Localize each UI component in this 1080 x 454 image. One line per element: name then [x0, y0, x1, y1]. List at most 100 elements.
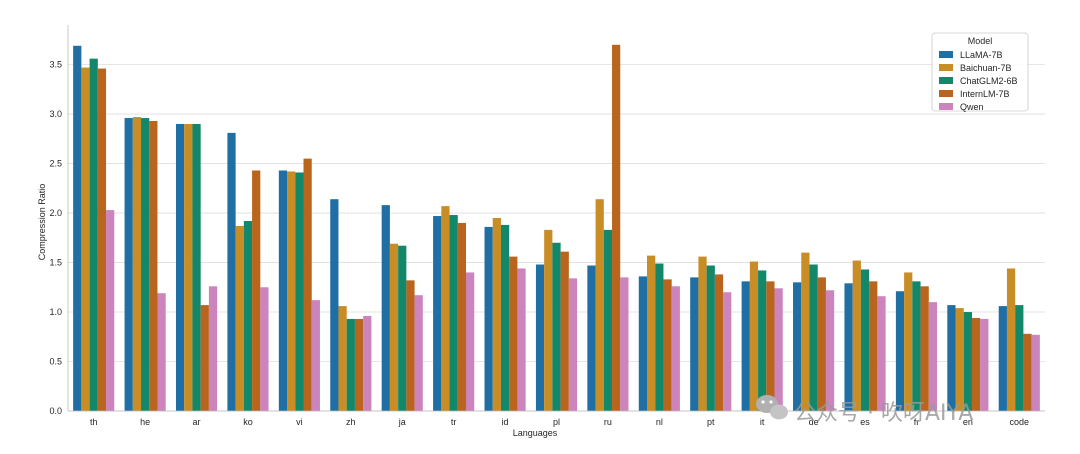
bar-nl-baichuan-7b: [647, 255, 656, 411]
bar-fr-qwen: [928, 302, 938, 411]
bar-nl-internlm-7b: [663, 279, 672, 411]
bar-nl-chatglm2-6b: [655, 263, 664, 411]
x-tick-label: it: [760, 417, 765, 427]
bar-th-qwen: [106, 210, 115, 411]
bar-id-internlm-7b: [509, 256, 518, 411]
bar-de-internlm-7b: [817, 277, 826, 411]
bar-en-chatglm2-6b: [963, 312, 972, 411]
x-axis-label: Languages: [513, 428, 558, 438]
bar-tr-baichuan-7b: [441, 206, 450, 411]
bar-he-internlm-7b: [149, 121, 158, 411]
bar-he-qwen: [157, 293, 166, 411]
bar-pt-qwen: [723, 292, 732, 411]
bar-tr-qwen: [465, 272, 475, 411]
bar-tr-llama-7b: [433, 216, 442, 411]
bar-vi-internlm-7b: [303, 158, 312, 411]
legend-frame: [931, 32, 1029, 112]
bar-ar-chatglm2-6b: [192, 123, 201, 411]
bar-pt-baichuan-7b: [698, 256, 707, 411]
bar-de-llama-7b: [793, 282, 802, 411]
bar-th-llama-7b: [73, 45, 82, 412]
x-tick-label: pl: [553, 417, 560, 427]
bar-nl-llama-7b: [638, 276, 648, 411]
bar-zh-internlm-7b: [354, 318, 364, 411]
x-tick-label: id: [502, 417, 509, 427]
bar-code-qwen: [1031, 334, 1040, 411]
bar-zh-qwen: [363, 315, 372, 411]
bar-pt-chatglm2-6b: [706, 265, 715, 411]
bar-th-internlm-7b: [97, 68, 107, 412]
bar-he-llama-7b: [124, 118, 133, 412]
legend-entry: Qwen: [960, 102, 984, 112]
bar-ru-qwen: [620, 277, 629, 411]
bar-ar-qwen: [208, 286, 218, 411]
bar-pl-internlm-7b: [560, 251, 569, 411]
bars: [73, 44, 1040, 412]
legend-title: Model: [968, 36, 993, 46]
x-tick-label: fr: [914, 417, 920, 427]
bar-pl-qwen: [568, 278, 578, 411]
y-tick-label: 0.5: [49, 357, 62, 367]
watermark-text: 公众号 · 吹呀AIYA: [794, 401, 973, 426]
bar-vi-baichuan-7b: [287, 171, 296, 411]
bar-en-qwen: [980, 318, 989, 411]
bar-tr-chatglm2-6b: [449, 215, 458, 411]
bar-es-qwen: [877, 296, 886, 411]
bar-it-qwen: [774, 288, 783, 411]
bar-it-baichuan-7b: [749, 261, 759, 411]
bar-de-chatglm2-6b: [809, 264, 818, 411]
y-axis-label: Compression Ratio: [37, 184, 47, 261]
legend-entry: Baichuan-7B: [960, 63, 1012, 73]
bar-ru-internlm-7b: [612, 44, 621, 412]
bar-ar-baichuan-7b: [184, 123, 193, 411]
bar-tr-internlm-7b: [457, 222, 466, 411]
bar-fr-internlm-7b: [920, 286, 929, 411]
bar-id-baichuan-7b: [492, 218, 501, 411]
y-tick-label: 3.5: [49, 60, 62, 70]
x-tick-label: ar: [193, 417, 201, 427]
x-tick-label: th: [90, 417, 98, 427]
bar-ar-internlm-7b: [200, 305, 209, 411]
bar-he-baichuan-7b: [132, 117, 142, 412]
x-tick-label: he: [140, 417, 150, 427]
x-tick-label: ru: [604, 417, 612, 427]
x-tick-label: de: [809, 417, 819, 427]
bar-vi-qwen: [311, 300, 320, 411]
bar-de-baichuan-7b: [801, 252, 810, 411]
bar-nl-qwen: [671, 286, 680, 411]
bar-es-llama-7b: [844, 283, 853, 411]
bar-ko-baichuan-7b: [235, 225, 244, 411]
bar-en-llama-7b: [947, 305, 956, 411]
legend: Model LLaMA-7B Baichuan-7B ChatGLM2-6B Inte…: [931, 32, 1029, 112]
bar-pl-baichuan-7b: [544, 229, 553, 411]
legend-entry: LLaMA-7B: [960, 50, 1003, 60]
bar-he-chatglm2-6b: [141, 118, 150, 412]
bar-zh-llama-7b: [330, 199, 339, 411]
bar-fr-llama-7b: [895, 291, 905, 411]
bar-ru-baichuan-7b: [595, 199, 604, 411]
bar-ko-chatglm2-6b: [243, 220, 253, 411]
bar-it-llama-7b: [741, 281, 750, 411]
bar-code-internlm-7b: [1023, 333, 1032, 411]
bar-pl-llama-7b: [535, 264, 545, 411]
x-tick-label: en: [963, 417, 973, 427]
legend-swatch: [939, 90, 953, 97]
bar-pt-llama-7b: [690, 277, 699, 411]
bar-de-qwen: [825, 290, 835, 411]
bar-code-chatglm2-6b: [1015, 305, 1024, 411]
legend-items: LLaMA-7B Baichuan-7B ChatGLM2-6B InternLM-7…: [939, 50, 1018, 112]
x-tick-label: zh: [346, 417, 356, 427]
bar-it-internlm-7b: [766, 281, 775, 411]
bar-es-baichuan-7b: [852, 260, 861, 411]
legend-swatch: [939, 103, 953, 110]
bar-ja-llama-7b: [381, 205, 390, 411]
x-tick-label: tr: [451, 417, 457, 427]
bar-id-qwen: [517, 268, 526, 411]
bar-ja-chatglm2-6b: [398, 245, 407, 411]
y-tick-label: 1.0: [49, 307, 62, 317]
y-tick-label: 3.0: [49, 109, 62, 119]
bar-code-llama-7b: [998, 306, 1007, 411]
bar-ru-llama-7b: [587, 265, 596, 411]
bar-es-internlm-7b: [869, 281, 878, 411]
bar-fr-baichuan-7b: [904, 272, 913, 411]
